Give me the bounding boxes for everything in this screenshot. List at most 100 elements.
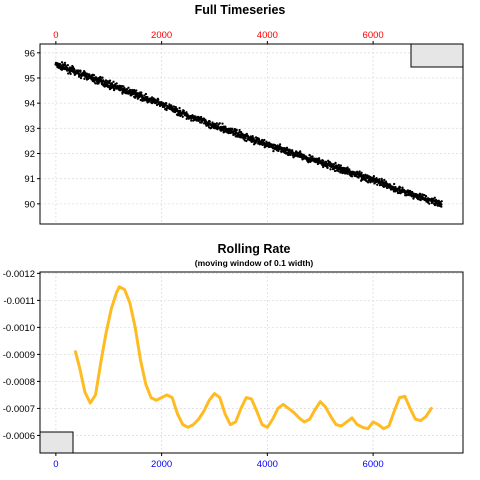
timeseries-title: Full Timeseries <box>195 3 286 17</box>
timeseries-corner-box <box>410 43 464 68</box>
rolling-rate-y-tick-label: -0.0007 <box>3 404 35 415</box>
timeseries-point <box>337 170 340 173</box>
timeseries-point <box>155 103 159 107</box>
timeseries-point <box>195 116 198 119</box>
rolling-rate-grid <box>40 272 463 453</box>
timeseries-point <box>277 149 280 153</box>
timeseries-point <box>255 139 259 142</box>
timeseries-point <box>79 69 82 72</box>
timeseries-point <box>115 82 118 85</box>
timeseries-point <box>218 122 221 125</box>
timeseries-y-tick-label: 95 <box>24 73 35 84</box>
timeseries-point <box>322 159 325 163</box>
timeseries-point <box>122 85 125 88</box>
timeseries-point <box>179 109 182 112</box>
rolling-rate-x-tick-label: 4000 <box>257 459 278 470</box>
timeseries-point <box>78 74 81 77</box>
timeseries-point <box>244 136 247 140</box>
timeseries-point <box>278 143 282 146</box>
rolling-rate-title: Rolling Rate <box>218 242 291 256</box>
timeseries-point <box>224 125 227 128</box>
timeseries-point <box>208 120 211 123</box>
timeseries-point <box>373 182 376 185</box>
timeseries-point <box>238 128 241 132</box>
timeseries-y-tick-label: 90 <box>24 199 35 210</box>
timeseries-point <box>311 155 314 158</box>
timeseries-point <box>378 177 381 181</box>
timeseries-point <box>324 160 328 163</box>
timeseries-point <box>112 80 115 83</box>
timeseries-point <box>127 86 130 89</box>
timeseries-point <box>383 178 386 182</box>
rolling-rate-line <box>73 285 433 431</box>
timeseries-y-tick-label: 96 <box>24 48 35 59</box>
timeseries-x-tick-label: 2000 <box>151 30 172 41</box>
timeseries-point <box>285 146 289 149</box>
timeseries-point <box>121 92 124 95</box>
timeseries-point <box>335 164 339 168</box>
rolling-rate-y-tick-label: -0.0012 <box>3 269 35 280</box>
timeseries-points <box>54 61 443 208</box>
timeseries-point <box>440 200 443 203</box>
rolling-rate-subtitle: (moving window of 0.1 width) <box>195 258 314 268</box>
timeseries-point <box>372 175 376 178</box>
timeseries-point <box>108 79 112 82</box>
timeseries-point <box>329 168 332 171</box>
rolling-rate-y-tick-label: -0.0009 <box>3 350 35 361</box>
timeseries-point <box>67 72 70 75</box>
rolling-rate-y-tick-label: -0.0011 <box>3 296 35 307</box>
timeseries-panel: Full Timeseries 0 2000 4000 6000 90 91 92 93 94… <box>24 3 464 225</box>
timeseries-point <box>94 82 97 85</box>
timeseries-point <box>291 149 294 152</box>
rolling-rate-x-tick-label: 6000 <box>363 459 384 470</box>
timeseries-point <box>182 109 186 113</box>
timeseries-y-tick-label: 91 <box>24 174 35 185</box>
rolling-rate-y-tick-label: -0.0006 <box>3 431 35 442</box>
timeseries-point <box>326 164 330 167</box>
timeseries-y-tick-label: 93 <box>24 124 35 135</box>
timeseries-point <box>99 76 102 79</box>
timeseries-point <box>69 72 72 76</box>
timeseries-point <box>231 127 234 130</box>
timeseries-point <box>376 183 379 186</box>
timeseries-point <box>272 149 275 153</box>
timeseries-point <box>66 63 70 67</box>
timeseries-point <box>221 122 224 125</box>
timeseries-point <box>308 154 311 157</box>
timeseries-y-tick-label: 94 <box>24 99 35 110</box>
rolling-rate-x-axis: 0 2000 4000 6000 <box>53 453 384 470</box>
timeseries-point <box>172 105 176 108</box>
timeseries-point <box>110 82 113 85</box>
timeseries-point <box>380 179 384 182</box>
timeseries-point <box>384 180 388 183</box>
timeseries-point <box>418 192 422 195</box>
timeseries-point <box>345 170 348 173</box>
timeseries-point <box>291 150 294 154</box>
timeseries-point <box>143 94 146 97</box>
timeseries-point <box>252 137 255 140</box>
rolling-rate-corner-box <box>39 431 74 454</box>
timeseries-point <box>322 165 325 169</box>
timeseries-point <box>125 88 129 91</box>
timeseries-point <box>276 144 279 147</box>
timeseries-point <box>215 122 218 125</box>
timeseries-point <box>235 128 238 132</box>
timeseries-point <box>440 203 443 206</box>
timeseries-point <box>396 190 399 193</box>
timeseries-point <box>178 106 181 110</box>
timeseries-point <box>412 197 415 200</box>
timeseries-grid <box>40 44 463 224</box>
timeseries-point <box>190 119 193 122</box>
timeseries-point <box>440 205 443 208</box>
timeseries-x-tick-label: 0 <box>53 30 58 41</box>
timeseries-point <box>424 195 428 198</box>
timeseries-point <box>317 157 321 160</box>
timeseries-plot-frame <box>39 43 464 225</box>
timeseries-point <box>358 170 361 173</box>
timeseries-point <box>101 76 104 79</box>
timeseries-point <box>428 202 431 205</box>
timeseries-point <box>334 161 337 165</box>
timeseries-point <box>245 132 248 136</box>
timeseries-point <box>79 76 83 80</box>
rolling-rate-plot-frame <box>39 271 464 454</box>
